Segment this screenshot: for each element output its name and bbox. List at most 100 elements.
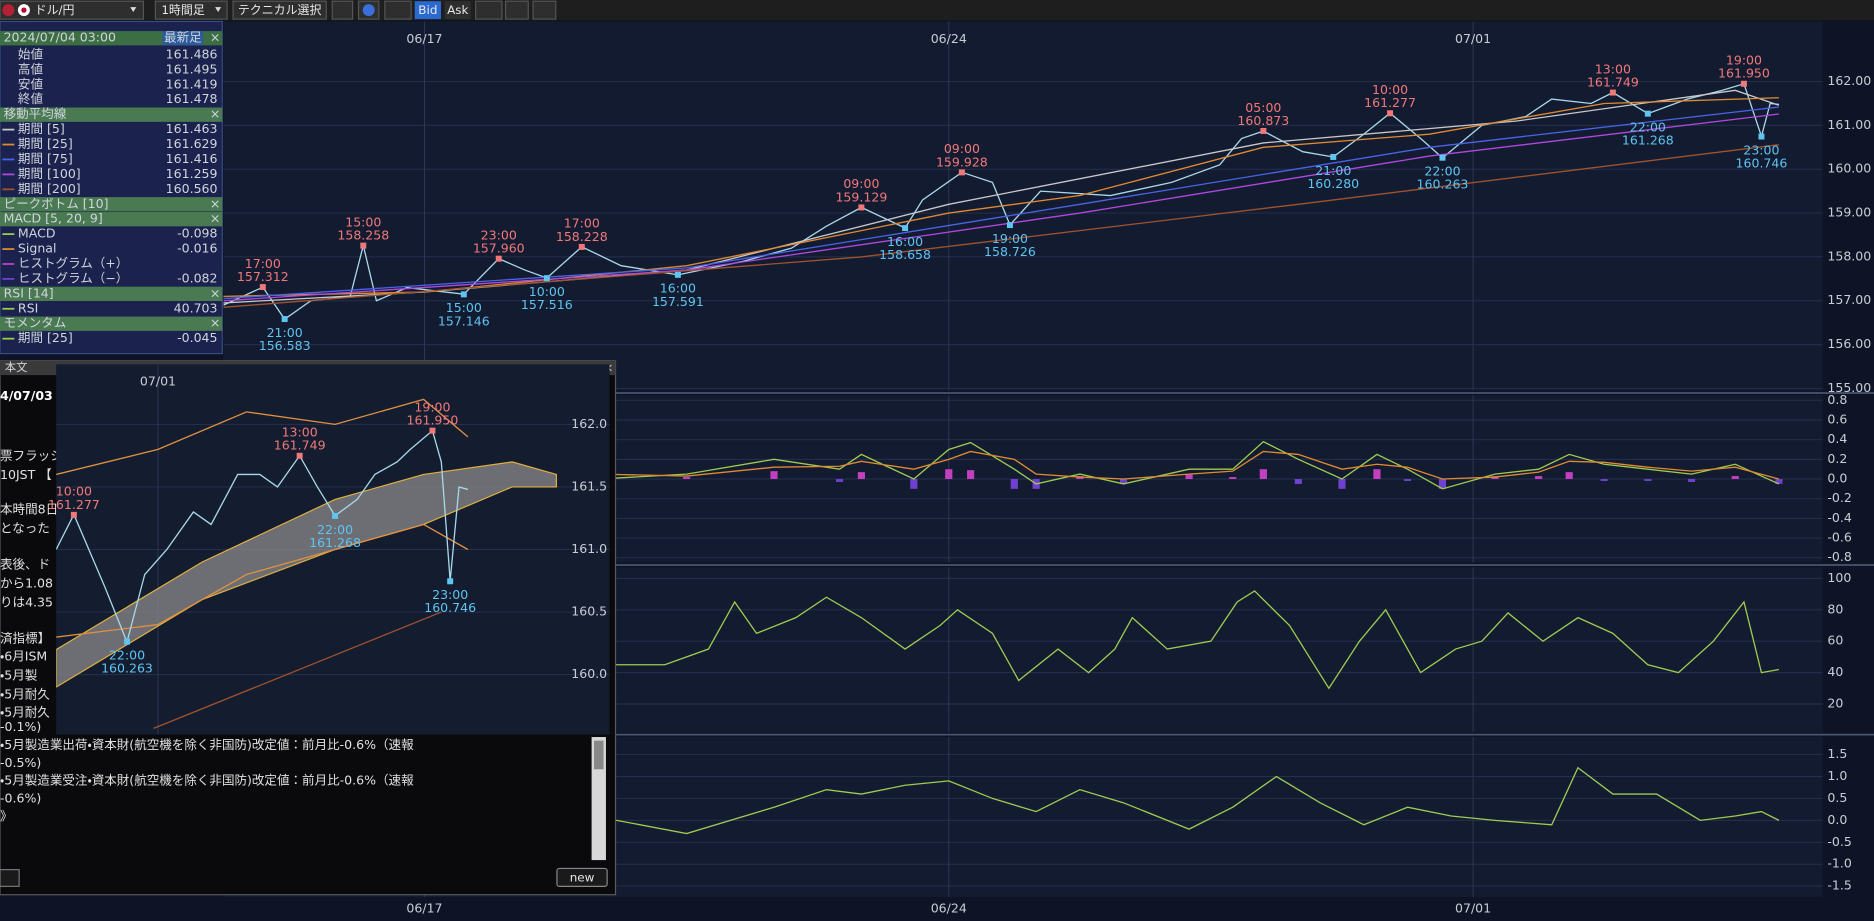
annotation-time: 22:00 [109,648,145,663]
peak-marker [495,255,502,262]
series-line [153,611,442,730]
flag-us [2,4,15,17]
ask-label[interactable]: Ask [447,3,468,17]
close-icon[interactable]: × [210,196,221,211]
panel-label: 終値 [18,91,44,106]
news-chart: 162.0161.5161.0160.5160.007/0110:00161.2… [48,364,610,735]
annotation-time: 09:00 [843,176,879,191]
y-tick-label: 1.0 [1827,768,1847,783]
close-icon[interactable]: × [210,285,221,300]
y-tick-label: -0.4 [1827,510,1851,525]
close-icon[interactable]: × [210,106,221,121]
panel-value: 161.478 [166,91,218,106]
annotation-price: 157.516 [521,297,573,312]
zoom-out[interactable] [504,0,529,20]
bid-button[interactable] [414,1,442,20]
ask-button[interactable] [444,1,471,20]
series-line [223,97,1779,298]
scroll-thumb[interactable] [593,740,604,770]
series-line [223,450,1780,480]
series-line [223,113,1779,302]
histogram-bar [683,477,691,480]
annotation-price: 158.726 [984,244,1036,259]
panel-label: Signal [18,241,57,256]
y-tick-label: -0.6 [1827,530,1851,545]
histogram-bar [1731,476,1739,480]
annotation-price: 160.280 [1307,176,1359,191]
news-line: 10JST 【 [0,467,52,482]
technical-label[interactable]: テクニカル選択 [238,3,322,17]
news-line: -0.6%) [0,791,41,806]
panel-label: RSI [18,300,38,315]
annotation-price: 161.268 [309,535,361,550]
y-tick-label: 0.4 [1827,431,1847,446]
y-tick-label: 60 [1827,633,1843,648]
peak-marker [1387,110,1394,117]
technical-select[interactable] [232,0,327,20]
pair-select[interactable] [0,0,145,20]
annotation-price: 161.749 [274,438,326,453]
bid-label[interactable]: Bid [418,3,437,17]
peak-marker [332,512,339,519]
y-tick-label: 158.00 [1827,248,1871,263]
new-button[interactable] [556,867,608,887]
y-tick-label: -1.5 [1827,878,1851,893]
zoom-in[interactable] [532,0,557,20]
histogram-bar [910,479,918,489]
plot [223,21,1823,391]
histogram-bar [1119,479,1128,484]
news-line: 本時間8日 [0,502,58,517]
annotation-time: 21:00 [1315,163,1351,178]
annotation-time: 15:00 [345,214,381,229]
peak-marker [447,578,454,585]
panel-value: 161.416 [166,151,218,166]
peak-marker [296,452,303,459]
panel-date: 2024/07/04 03:00 [4,30,116,45]
news-line: 票フラッシ [0,448,63,463]
close-icon[interactable]: × [210,315,221,330]
dropdown-arrow [130,7,137,12]
histogram-bar [1644,479,1652,481]
news-line: ・5月製造業出荷・資本財(航空機を除く非国防)改定値：前月比-0.6%（速報 [0,737,414,752]
latest-button[interactable] [162,31,204,46]
annotation-price: 160.746 [1736,156,1788,171]
panel-value: -0.098 [177,226,217,241]
toolbar: ドル/円 1時間足 テクニカル選択 Bid Ask [0,0,1874,21]
section-header-bg [0,316,223,331]
peak-marker [281,316,288,323]
draw-tool[interactable] [331,0,354,20]
chart-style-tool[interactable] [384,0,412,20]
close-icon[interactable]: × [210,30,221,45]
pair-label[interactable]: ドル/円 [35,3,75,17]
latest-button-label[interactable]: 最新足 [164,30,202,45]
timeframe-select[interactable] [154,0,228,20]
annotation-price: 161.749 [1587,75,1639,90]
histogram-bar [1775,479,1783,484]
peak-marker [1758,133,1765,140]
peak-marker [543,275,550,282]
panel-label: MACD [18,226,56,241]
peak-marker [1330,153,1337,160]
section-title: RSI [14] [4,285,54,300]
timeframe-label[interactable]: 1時間足 [161,3,204,17]
y-tick-label: -1.0 [1827,856,1851,871]
y-tick-label: 20 [1827,696,1843,711]
indicator-tool[interactable] [475,0,503,20]
y-tick-label: 162.00 [1827,73,1871,88]
panel-value: 161.486 [166,46,218,61]
small-button[interactable] [0,869,20,887]
annotation-time: 05:00 [1245,100,1281,115]
new-button-label[interactable]: new [570,870,595,884]
y-tick-label: 0.0 [1827,812,1847,827]
y-tick-label: 160.0 [571,666,607,681]
panel-label: ヒストグラム（−） [18,270,128,285]
peak-marker [1260,127,1267,134]
news-tab[interactable]: 本文 [5,360,28,374]
close-icon[interactable]: × [210,211,221,226]
panel-label: 期間 [75] [18,151,73,166]
histogram-bar [1294,479,1302,484]
series-line [223,590,1780,690]
annotation-time: 13:00 [1595,61,1631,76]
flag-jp-dot [21,7,27,13]
